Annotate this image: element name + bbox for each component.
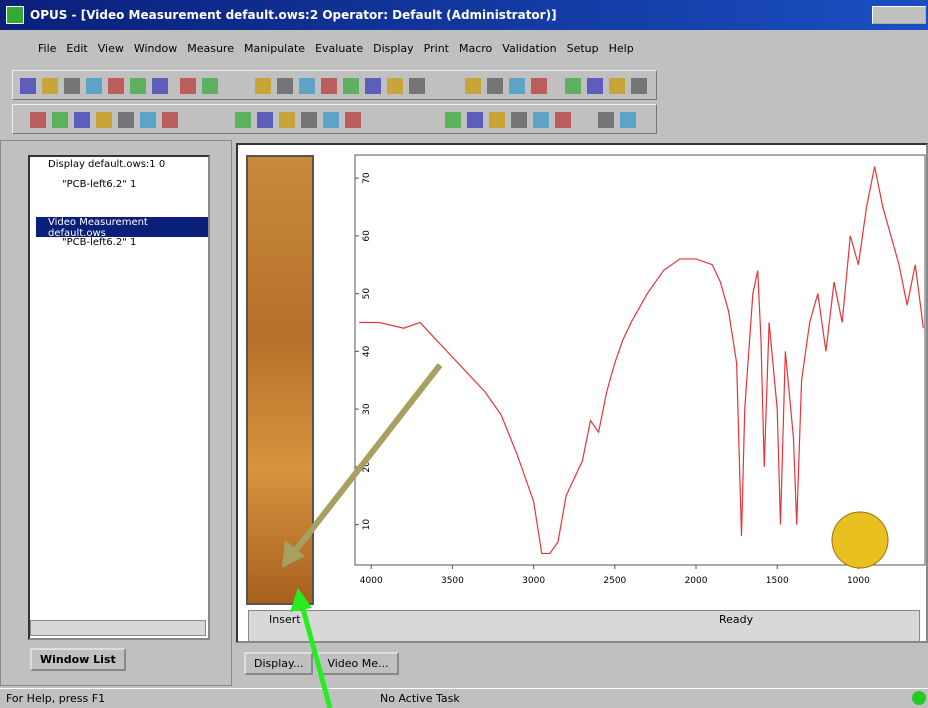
y-tick-label: 40 — [362, 345, 372, 357]
x-tick-label: 3500 — [441, 576, 464, 586]
app-window: OPUS - [Video Measurement default.ows:2 … — [0, 0, 928, 708]
arrow — [302, 605, 330, 708]
y-tick-label: 10 — [362, 519, 372, 531]
x-tick-label: 1500 — [766, 576, 789, 586]
y-tick-label: 30 — [362, 403, 372, 415]
y-tick-label: 60 — [362, 230, 372, 242]
x-tick-label: 4000 — [360, 576, 383, 586]
spectrum-line — [359, 167, 923, 554]
mascot — [832, 512, 888, 568]
x-tick-label: 1000 — [847, 576, 870, 586]
x-tick-label: 2500 — [603, 576, 626, 586]
x-tick-label: 3000 — [522, 576, 545, 586]
y-tick-label: 50 — [362, 288, 372, 300]
plot-frame — [355, 155, 925, 565]
x-tick-label: 2000 — [685, 576, 708, 586]
y-tick-label: 70 — [362, 172, 372, 184]
chart: 4000350030002500200015001000102030405060… — [0, 0, 928, 708]
arrow-head — [290, 588, 312, 612]
